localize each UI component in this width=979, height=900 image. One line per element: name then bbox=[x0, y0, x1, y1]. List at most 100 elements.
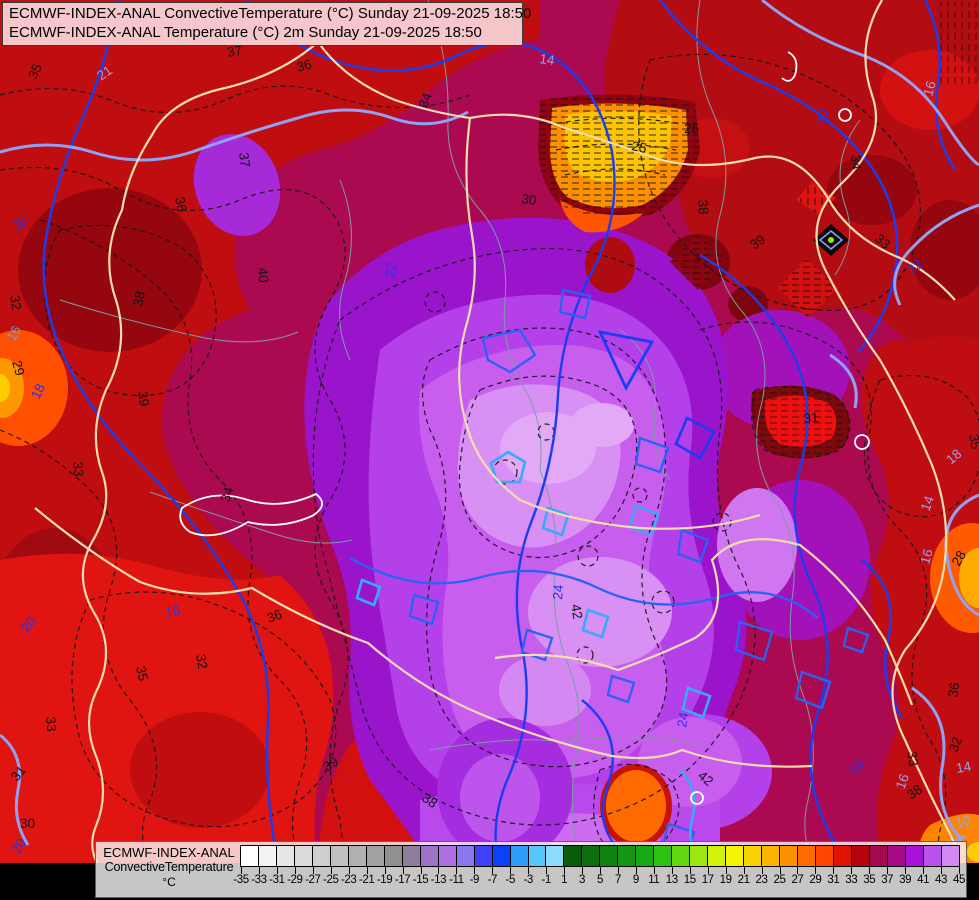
legend-tick-label: -11 bbox=[449, 874, 464, 886]
legend-tick-label: 41 bbox=[917, 874, 930, 886]
legend-model: ECMWF-INDEX-ANAL bbox=[103, 845, 235, 860]
contour-label: 39 bbox=[320, 754, 341, 775]
contour-label: 36 bbox=[265, 607, 284, 626]
legend-tick-label: 9 bbox=[632, 874, 639, 886]
legend-tick-label: 21 bbox=[737, 874, 750, 886]
legend-tick bbox=[420, 867, 422, 874]
legend-tick-label: -25 bbox=[323, 874, 339, 886]
legend-panel: ECMWF-INDEX-ANAL ConvectiveTemperature °… bbox=[95, 841, 967, 898]
contour-label: 30 bbox=[521, 191, 538, 208]
legend-tick bbox=[528, 867, 530, 874]
hatched-anomaly-cells bbox=[538, 2, 979, 459]
legend-tick bbox=[923, 867, 925, 874]
legend-tick-label: -23 bbox=[340, 874, 357, 886]
contour-label: 32 bbox=[946, 735, 965, 754]
legend-tick-label: -19 bbox=[376, 874, 393, 886]
title-line-convective: ECMWF-INDEX-ANAL ConvectiveTemperature (… bbox=[9, 5, 532, 22]
legend-tick bbox=[797, 867, 799, 874]
contour-label: 22 bbox=[904, 257, 925, 278]
contour-label: 35 bbox=[966, 433, 979, 450]
legend-tick-label: -9 bbox=[469, 874, 480, 886]
legend-tick bbox=[833, 867, 835, 874]
contour-label: 16 bbox=[164, 603, 181, 620]
contour-label: 37 bbox=[226, 43, 243, 60]
legend-tick-label: -35 bbox=[233, 874, 249, 886]
legend-tick bbox=[887, 867, 889, 874]
title-line-t2m: ECMWF-INDEX-ANAL Temperature (°C) 2m Sun… bbox=[9, 23, 482, 41]
legend-tick-label: 19 bbox=[719, 874, 732, 886]
contour-label: 20 bbox=[18, 614, 39, 635]
legend-tick-label: -29 bbox=[287, 874, 303, 886]
legend-tick-label: 29 bbox=[809, 874, 822, 886]
legend-tick bbox=[617, 867, 619, 874]
contour-label-layer: 35 37 36 34 37 36 40 38 32 29 39 33 34 36 32 35 33 39 31 38… bbox=[4, 43, 979, 857]
legend-tick bbox=[635, 867, 637, 874]
legend-tick-label: -5 bbox=[505, 874, 516, 886]
contour-label: 40 bbox=[255, 267, 271, 283]
contour-label: 14 bbox=[918, 493, 937, 513]
legend-tick-label: -13 bbox=[430, 874, 447, 886]
legend-tick-label: -21 bbox=[358, 874, 375, 886]
legend-tick-label: -33 bbox=[251, 874, 267, 886]
contour-label: 35 bbox=[25, 61, 45, 81]
contour-label: 20 bbox=[9, 836, 30, 857]
contour-label: 42 bbox=[695, 768, 716, 789]
legend-tick bbox=[294, 867, 296, 874]
legend-units: °C bbox=[162, 875, 176, 889]
legend-tick bbox=[725, 867, 727, 874]
contour-label: 35 bbox=[133, 665, 151, 683]
contour-label: 34 bbox=[848, 154, 864, 171]
legend-tick bbox=[510, 867, 512, 874]
legend-tick bbox=[959, 867, 960, 874]
legend-tick-label: 7 bbox=[614, 874, 621, 886]
contour-label: 24 bbox=[674, 711, 691, 729]
legend-tick bbox=[384, 867, 386, 874]
legend-tick-label: -17 bbox=[394, 874, 411, 886]
legend-tick bbox=[941, 867, 943, 874]
legend-tick-label: 3 bbox=[579, 874, 586, 886]
contour-label: 37 bbox=[236, 151, 253, 168]
contour-label: 30 bbox=[20, 816, 35, 831]
legend-tick bbox=[456, 867, 458, 874]
contour-label: 42 bbox=[568, 603, 585, 620]
contour-label: 33 bbox=[43, 716, 59, 732]
legend-color-cell bbox=[940, 845, 960, 867]
contour-label: 29 bbox=[9, 359, 27, 377]
legend-tick-label: 1 bbox=[561, 874, 568, 886]
legend-tick bbox=[779, 867, 781, 874]
t2m-contours-blue bbox=[42, 0, 957, 863]
legend-tick bbox=[869, 867, 871, 874]
legend-tick bbox=[492, 867, 494, 874]
legend-tick bbox=[582, 867, 584, 874]
contour-label: 36 bbox=[172, 196, 190, 214]
legend-tick-label: 37 bbox=[881, 874, 894, 886]
contour-label: 16 bbox=[4, 323, 25, 344]
contour-label: 38 bbox=[130, 290, 148, 308]
legend-parameter: ConvectiveTemperature bbox=[104, 860, 234, 874]
contour-label: 24 bbox=[550, 584, 566, 601]
legend-tick-label: 43 bbox=[935, 874, 948, 886]
legend-tick-label: 17 bbox=[701, 874, 714, 886]
legend-tick-label: 39 bbox=[899, 874, 912, 886]
contour-label: 22 bbox=[382, 261, 399, 278]
contour-label: 34 bbox=[416, 90, 435, 110]
weather-map: 35 37 36 34 37 36 40 38 32 29 39 33 34 36 32 35 33 39 31 38… bbox=[0, 0, 979, 863]
legend-tick bbox=[546, 867, 548, 874]
legend-tick-label: 23 bbox=[755, 874, 768, 886]
contour-label: 16 bbox=[917, 547, 935, 565]
contour-label: 31 bbox=[8, 763, 29, 784]
contour-label: 38 bbox=[695, 199, 711, 215]
legend-tick-label: -27 bbox=[305, 874, 321, 886]
legend-tick bbox=[402, 867, 404, 874]
legend-tick-label: 15 bbox=[683, 874, 696, 886]
legend-tick bbox=[761, 867, 763, 874]
legend-tick-label: 13 bbox=[665, 874, 678, 886]
legend-tick bbox=[851, 867, 853, 874]
contour-label: 28 bbox=[949, 548, 970, 569]
t2m-contours-periwinkle bbox=[0, 0, 979, 849]
legend-tick-label: 35 bbox=[863, 874, 876, 886]
contour-label: 32 bbox=[193, 653, 210, 670]
legend-tick-label: 25 bbox=[773, 874, 786, 886]
contour-label: 32 bbox=[7, 294, 24, 311]
legend-tick bbox=[653, 867, 655, 874]
